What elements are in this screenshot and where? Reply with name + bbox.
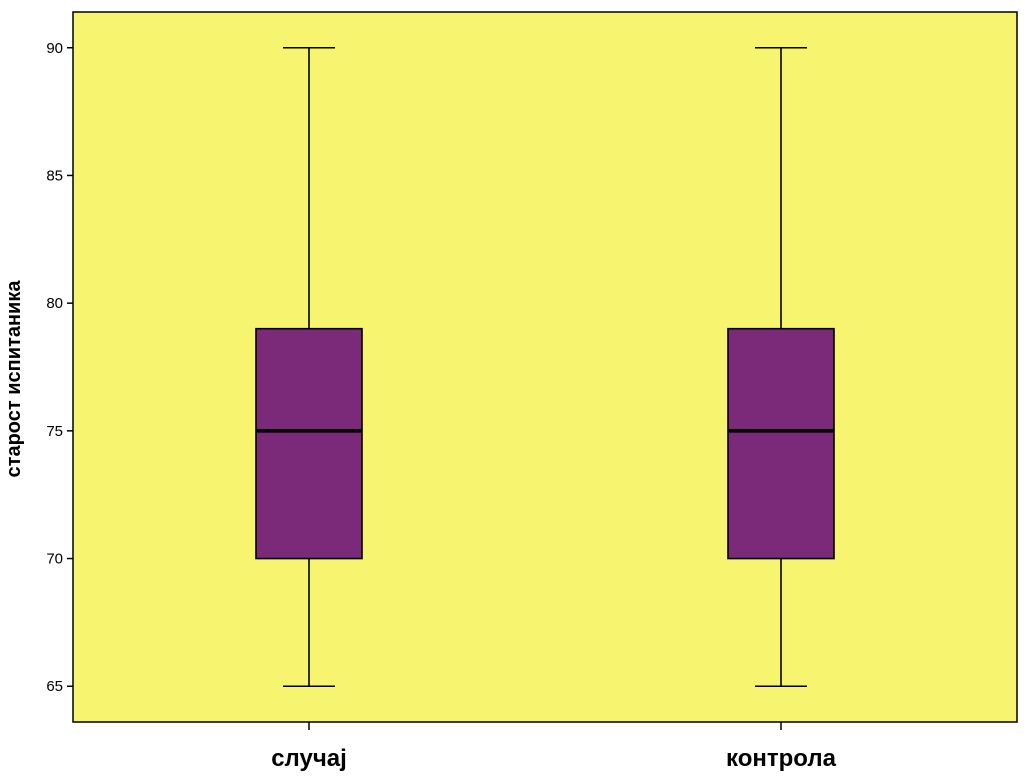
iqr-box	[255, 327, 363, 560]
x-tick-label: случај	[271, 745, 347, 772]
boxes-layer	[255, 46, 835, 688]
x-tick-label: контрола	[726, 745, 837, 772]
box-2	[727, 46, 835, 688]
x-axis: случај контрола	[271, 722, 837, 772]
y-tick-label: 65	[46, 678, 63, 695]
plot-area	[72, 11, 1018, 723]
y-tick-label: 70	[46, 551, 63, 568]
y-axis-title: старост испитаника	[3, 280, 25, 478]
y-tick-label: 75	[46, 423, 63, 440]
box-1	[255, 46, 363, 688]
y-tick-label: 90	[46, 40, 63, 57]
y-tick-label: 85	[46, 167, 63, 184]
y-axis: 65 70 75 80 85 90	[46, 40, 73, 695]
y-tick-label: 80	[46, 295, 63, 312]
iqr-box	[727, 327, 835, 560]
